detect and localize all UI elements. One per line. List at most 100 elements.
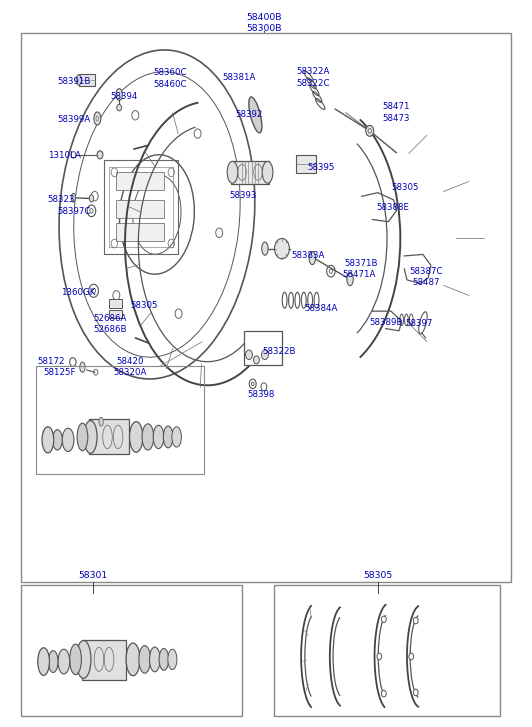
Bar [109, 310, 122, 318]
Ellipse shape [80, 362, 85, 372]
Ellipse shape [262, 242, 268, 255]
Ellipse shape [90, 209, 93, 213]
Ellipse shape [38, 648, 49, 675]
Ellipse shape [409, 653, 414, 660]
Bar [244, 331, 282, 365]
Ellipse shape [142, 424, 154, 450]
Text: 58471A: 58471A [343, 270, 376, 279]
Text: 1310LA: 1310LA [48, 151, 81, 160]
Ellipse shape [253, 356, 259, 364]
Ellipse shape [172, 427, 181, 447]
Text: 58371B: 58371B [345, 259, 378, 268]
Ellipse shape [309, 252, 315, 265]
Ellipse shape [347, 273, 353, 286]
Ellipse shape [365, 125, 373, 137]
Ellipse shape [368, 129, 371, 133]
Ellipse shape [262, 161, 273, 183]
Ellipse shape [92, 288, 95, 294]
Text: 58383A: 58383A [292, 252, 325, 260]
Ellipse shape [130, 422, 143, 452]
Text: 58305: 58305 [391, 183, 419, 192]
Ellipse shape [381, 691, 386, 697]
Text: 58392: 58392 [236, 110, 263, 119]
Ellipse shape [84, 420, 97, 454]
Ellipse shape [117, 105, 121, 111]
Ellipse shape [251, 382, 254, 385]
Ellipse shape [159, 648, 169, 670]
Bar [89, 419, 129, 454]
Bar [21, 33, 511, 582]
Ellipse shape [163, 426, 173, 448]
Text: 58420: 58420 [116, 357, 144, 366]
Ellipse shape [139, 646, 151, 673]
Text: 58384A: 58384A [304, 304, 338, 313]
Bar [36, 366, 204, 474]
Ellipse shape [94, 112, 101, 125]
Bar [21, 585, 242, 716]
Ellipse shape [246, 350, 253, 360]
Bar [116, 223, 164, 241]
Ellipse shape [62, 428, 74, 451]
Ellipse shape [377, 653, 382, 660]
Text: 58381A: 58381A [222, 73, 256, 81]
Bar [296, 155, 316, 173]
Ellipse shape [97, 150, 103, 159]
Text: 58322A: 58322A [297, 68, 330, 76]
Text: 58394: 58394 [111, 92, 138, 101]
Text: 58471: 58471 [382, 103, 410, 111]
Ellipse shape [249, 97, 262, 133]
Ellipse shape [71, 193, 76, 202]
Text: 52686B: 52686B [93, 325, 127, 334]
Ellipse shape [99, 417, 103, 426]
Ellipse shape [413, 689, 418, 696]
Ellipse shape [275, 238, 289, 259]
Ellipse shape [149, 647, 160, 672]
Text: 58125F: 58125F [44, 368, 76, 377]
Ellipse shape [76, 640, 91, 678]
Ellipse shape [126, 643, 140, 676]
Ellipse shape [413, 617, 418, 624]
Ellipse shape [70, 644, 81, 675]
Ellipse shape [89, 195, 94, 202]
Text: 58172: 58172 [37, 357, 65, 366]
Text: 58387C: 58387C [410, 267, 443, 276]
Ellipse shape [42, 427, 54, 453]
Text: 58397: 58397 [405, 319, 433, 328]
Text: 58322B: 58322B [262, 348, 296, 356]
Text: 58400B
58300B: 58400B 58300B [247, 13, 282, 33]
Text: 52686A: 52686A [93, 314, 127, 323]
Text: 58473: 58473 [382, 114, 410, 123]
Text: 58399A: 58399A [57, 115, 90, 124]
Text: 58322C: 58322C [297, 79, 330, 88]
Ellipse shape [116, 89, 122, 100]
Bar [274, 585, 500, 716]
Ellipse shape [381, 616, 386, 622]
Bar [231, 161, 269, 184]
Bar [109, 299, 122, 308]
Ellipse shape [168, 649, 177, 670]
Ellipse shape [76, 75, 81, 85]
Bar [104, 160, 178, 254]
Bar [82, 640, 126, 680]
Text: 58323: 58323 [48, 195, 76, 204]
Text: 58301: 58301 [79, 571, 107, 580]
Text: 58487: 58487 [412, 278, 440, 287]
Ellipse shape [53, 430, 62, 450]
Text: 58395: 58395 [307, 164, 335, 172]
Bar [116, 200, 164, 218]
Text: 58305: 58305 [130, 301, 158, 310]
Bar [79, 74, 95, 86]
Ellipse shape [153, 425, 164, 449]
Text: 58360C: 58360C [153, 68, 187, 77]
Text: 58397C: 58397C [57, 207, 91, 216]
Text: 58398: 58398 [247, 390, 275, 398]
Text: 1360GK: 1360GK [61, 288, 96, 297]
Text: 58305: 58305 [363, 571, 392, 580]
Bar [116, 172, 164, 190]
Text: 58393: 58393 [230, 191, 257, 200]
Text: 58391B: 58391B [57, 77, 91, 86]
Ellipse shape [261, 350, 268, 360]
Ellipse shape [48, 651, 58, 672]
Text: 58460C: 58460C [153, 80, 187, 89]
Ellipse shape [77, 423, 88, 451]
